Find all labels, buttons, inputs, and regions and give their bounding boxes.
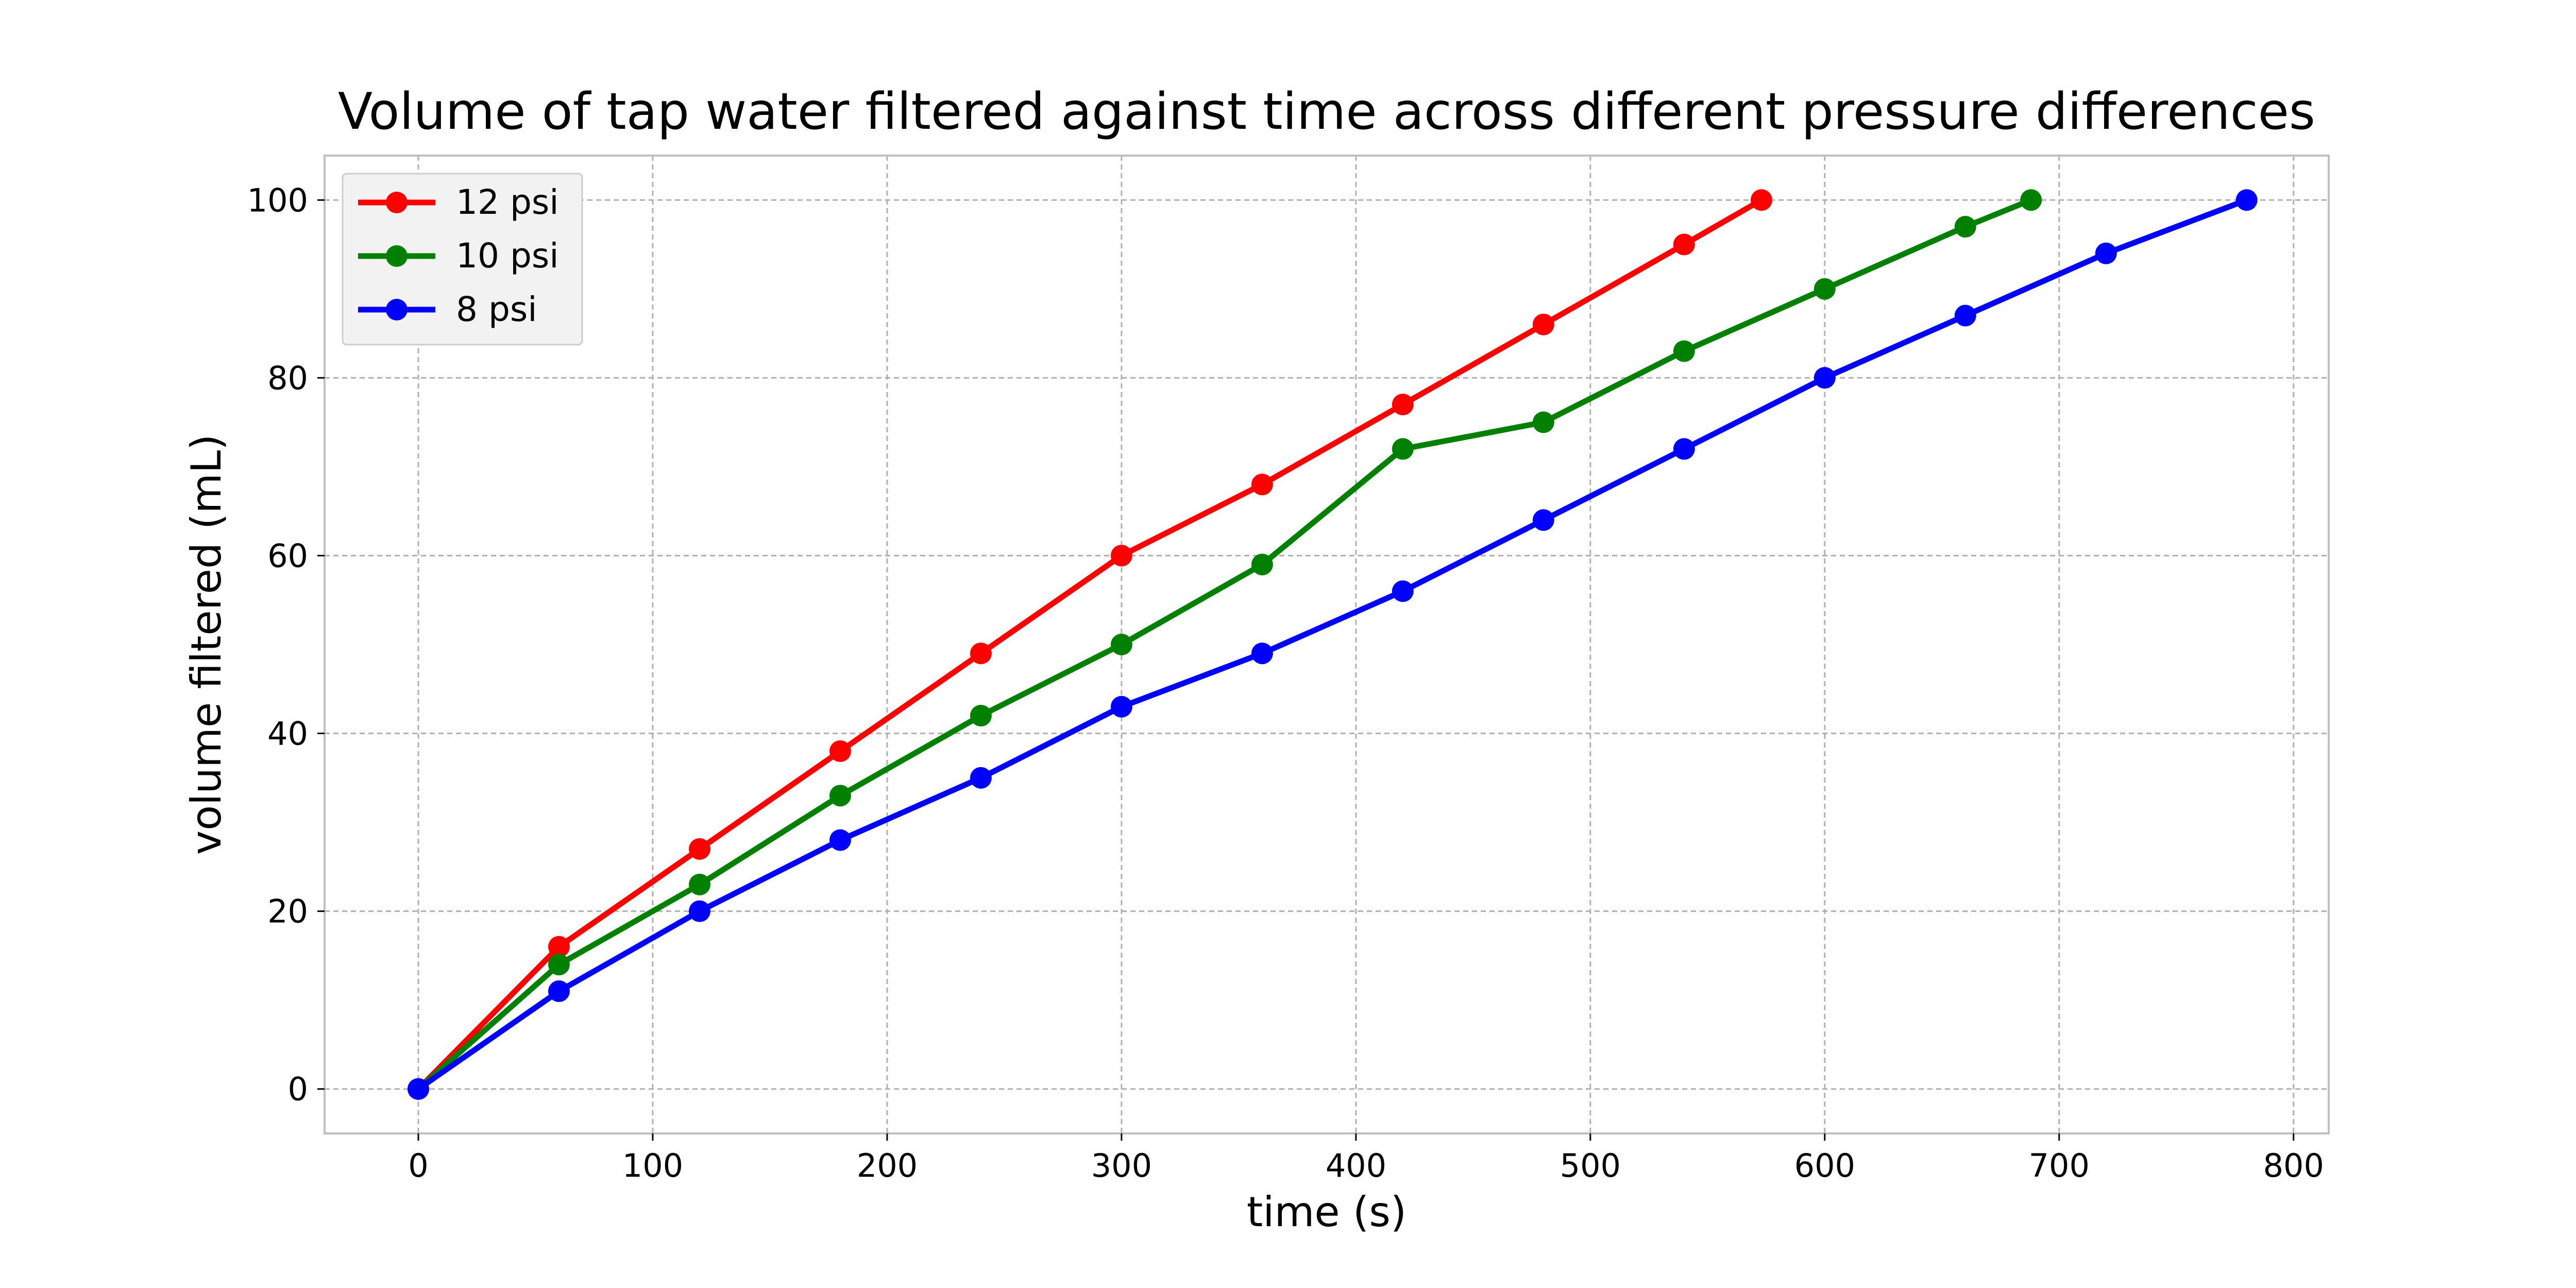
y-tick-label: 20 <box>267 893 308 930</box>
data-point <box>548 954 570 976</box>
data-point <box>548 936 570 958</box>
data-point <box>1532 313 1554 335</box>
data-point <box>2235 189 2258 211</box>
series-8-psi <box>407 189 2258 1100</box>
data-point <box>1673 233 1695 256</box>
chart-title: Volume of tap water filtered against tim… <box>338 82 2315 141</box>
x-tick-label: 700 <box>2029 1147 2090 1184</box>
data-point <box>1392 580 1414 602</box>
data-point <box>829 829 851 851</box>
legend-marker <box>386 245 408 267</box>
data-point <box>1110 696 1132 718</box>
x-tick-label: 800 <box>2263 1147 2324 1184</box>
legend-label: 8 psi <box>456 290 537 329</box>
legend-label: 10 psi <box>456 236 559 276</box>
data-point <box>1251 553 1273 575</box>
y-axis-label: volume filtered (mL) <box>182 434 230 855</box>
data-point <box>688 838 710 860</box>
x-axis-label: time (s) <box>1247 1188 1406 1236</box>
data-point <box>1110 634 1132 655</box>
data-point <box>1814 367 1836 389</box>
data-point <box>1954 216 1976 238</box>
data-point <box>1392 438 1414 460</box>
y-tick-label: 100 <box>247 181 308 219</box>
legend-marker <box>386 192 408 213</box>
legend-marker <box>386 299 408 320</box>
data-point <box>2020 189 2042 211</box>
y-tick-label: 40 <box>267 715 308 753</box>
x-tick-label: 200 <box>857 1147 918 1184</box>
y-tick-label: 60 <box>267 537 308 574</box>
series-line <box>415 197 2250 1092</box>
data-point <box>1750 189 1772 211</box>
data-point <box>829 740 851 762</box>
y-tick-label: 80 <box>267 359 308 397</box>
data-point <box>548 980 570 1002</box>
data-point <box>407 1078 429 1100</box>
data-point <box>970 705 992 727</box>
legend-label: 12 psi <box>456 182 559 222</box>
data-point <box>1814 278 1836 300</box>
grid-lines <box>325 156 2329 1133</box>
axis-ticks: 0 100 200 300 400 500 600 700 800 0 20 40 60 80 100 <box>247 181 2324 1184</box>
x-tick-label: 300 <box>1091 1147 1152 1184</box>
legend: 12 psi 10 psi 8 psi <box>342 173 583 346</box>
data-point <box>1673 438 1695 460</box>
data-point <box>1532 509 1554 531</box>
x-tick-label: 0 <box>408 1147 428 1184</box>
x-tick-label: 400 <box>1326 1147 1386 1184</box>
data-point <box>970 642 992 665</box>
data-point <box>1110 545 1132 567</box>
data-point <box>1251 642 1273 665</box>
data-point <box>970 767 992 789</box>
data-point <box>1251 473 1273 496</box>
plot-frame <box>324 155 2330 1134</box>
data-point <box>688 873 710 895</box>
data-point <box>1954 304 1976 327</box>
x-tick-label: 600 <box>1794 1147 1855 1184</box>
data-point <box>829 785 851 807</box>
data-point <box>1532 411 1554 433</box>
y-tick-label: 0 <box>288 1071 308 1108</box>
series-layer <box>407 189 2258 1100</box>
x-tick-label: 100 <box>622 1147 683 1184</box>
data-point <box>1673 340 1695 362</box>
data-point <box>2095 242 2117 264</box>
data-point <box>1392 394 1414 416</box>
x-tick-label: 500 <box>1560 1147 1621 1184</box>
data-point <box>688 900 710 922</box>
plot-area <box>325 156 2329 1133</box>
